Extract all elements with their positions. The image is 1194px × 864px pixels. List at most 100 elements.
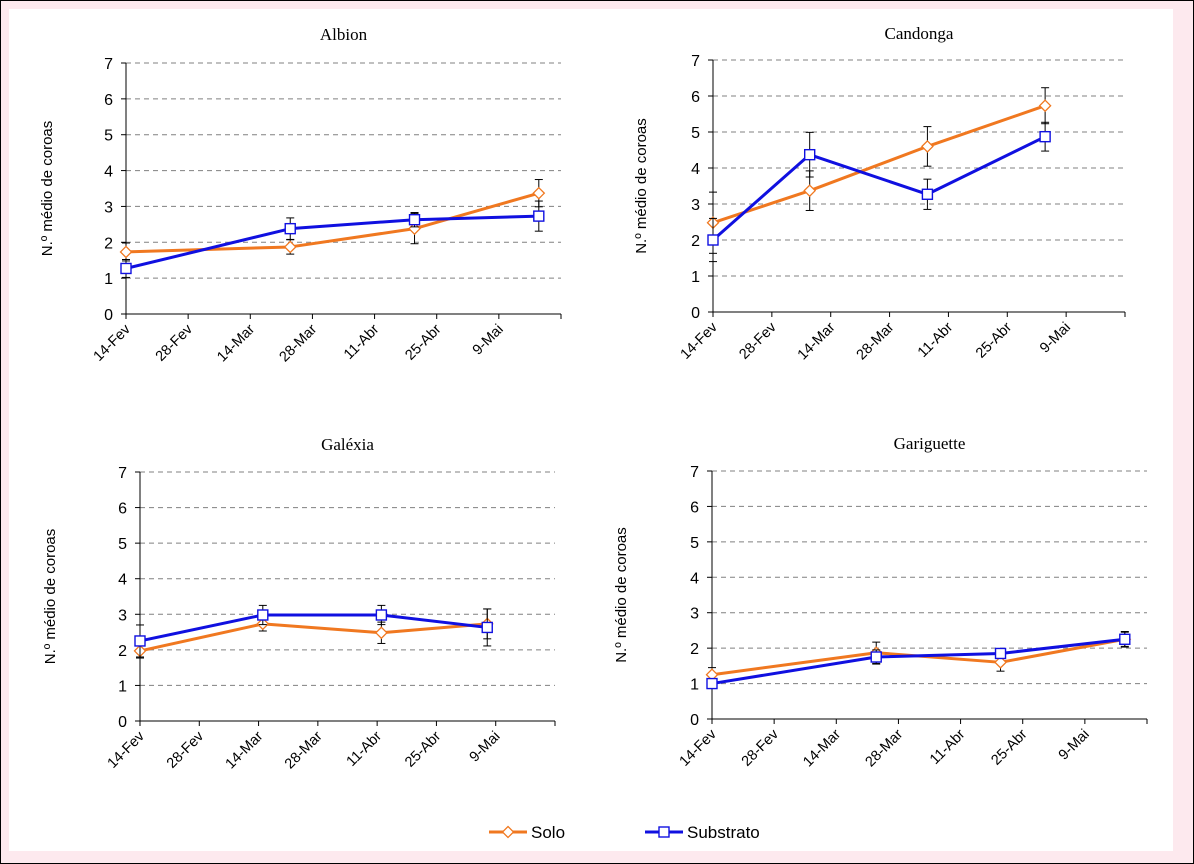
y-tick-label: 0	[104, 307, 113, 324]
series-solo	[706, 87, 1052, 254]
y-axis-label: N.º médio de coroas	[42, 529, 59, 665]
x-tick-label: 25-Abr	[402, 728, 444, 770]
series-line	[712, 135, 1046, 242]
series-substrato	[707, 121, 1051, 263]
y-tick-label: 6	[118, 501, 127, 518]
y-tick-label: 4	[104, 164, 113, 181]
y-tick-label: 3	[104, 199, 113, 216]
figure-panel: Albion 0 1 2 3 4 5 6 7 14-Fev 28-Fev 14-Mar 28-Mar 11…	[9, 9, 1173, 851]
diamond-marker	[1038, 99, 1052, 113]
y-tick-label: 2	[690, 641, 699, 658]
x-tick-label: 28-Mar	[862, 726, 906, 770]
y-tick-label: 6	[104, 92, 113, 109]
y-tick-label: 6	[691, 89, 700, 106]
series-line	[139, 622, 488, 653]
series-line	[125, 191, 540, 254]
square-marker	[134, 635, 146, 647]
x-tick-label: 11-Abr	[915, 319, 956, 360]
square-marker	[284, 222, 296, 235]
x-tick-label: 9-Mai	[1056, 727, 1093, 764]
legend-item-solo: Solo	[489, 823, 565, 842]
y-axis-label: N.º médio de coroas	[613, 527, 630, 663]
y-tick-label: 2	[104, 235, 113, 252]
chart-title: Albion	[320, 25, 368, 44]
y-tick-label: 2	[691, 233, 700, 250]
chart-3: Galéxia 0 1 2 3 4 5 6 7 14-Fev 28-Fev 14-Mar 28-Mar 1…	[42, 435, 556, 772]
diamond-marker	[803, 184, 817, 198]
square-marker	[870, 651, 882, 663]
series-substrato	[134, 604, 493, 658]
y-tick-label: 1	[118, 678, 127, 695]
y-tick-label: 1	[690, 677, 699, 694]
series-line	[711, 637, 1126, 677]
x-tick-label: 11-Abr	[341, 321, 382, 362]
y-tick-label: 7	[690, 464, 699, 481]
x-tick-label: 9-Mai	[470, 322, 507, 359]
diamond-marker	[374, 626, 388, 640]
y-tick-label: 4	[118, 572, 127, 589]
x-tick-label: 9-Mai	[467, 729, 504, 766]
y-tick-label: 5	[104, 128, 113, 145]
y-tick-label: 7	[104, 56, 113, 73]
x-tick-label: 28-Mar	[854, 319, 898, 363]
square-marker	[533, 210, 545, 222]
x-tick-label: 25-Abr	[402, 321, 444, 363]
x-tick-label: 28-Fev	[736, 319, 780, 363]
square-marker	[803, 148, 816, 161]
square-marker	[921, 188, 934, 200]
series-line	[139, 613, 488, 643]
y-tick-label: 7	[118, 465, 127, 482]
series-line	[712, 104, 1046, 225]
chart-2: Candonga 0 1 2 3 4 5 6 7 14-Fev 28-Fev 14-Mar 28-Mar…	[633, 24, 1126, 363]
series-solo	[119, 179, 546, 262]
x-tick-label: 14-Mar	[800, 726, 844, 770]
chart-title: Candonga	[885, 24, 954, 43]
legend-label: Substrato	[687, 823, 760, 842]
y-tick-label: 5	[691, 125, 700, 142]
x-tick-label: 14-Fev	[91, 321, 135, 365]
x-tick-label: 28-Mar	[276, 321, 320, 365]
series-substrato	[706, 630, 1131, 690]
x-tick-label: 14-Fev	[677, 726, 721, 770]
x-tick-label: 25-Abr	[988, 726, 1030, 768]
chart-title: Galéxia	[321, 435, 374, 454]
x-tick-label: 9-Mai	[1037, 320, 1074, 357]
y-tick-label: 5	[690, 535, 699, 552]
square-marker	[1119, 633, 1131, 645]
square-marker	[707, 234, 719, 246]
square-marker	[481, 621, 493, 634]
diamond-marker	[532, 186, 546, 200]
x-tick-label: 14-Mar	[223, 728, 267, 772]
series-line	[125, 214, 539, 270]
y-tick-label: 3	[118, 607, 127, 624]
x-tick-label: 28-Fev	[739, 726, 783, 770]
diamond-marker	[119, 245, 133, 259]
x-tick-label: 11-Abr	[927, 726, 968, 767]
diamond-marker	[283, 240, 297, 254]
diamond-marker	[920, 139, 934, 153]
square-marker	[706, 677, 718, 690]
y-tick-label: 6	[690, 499, 699, 516]
series-line	[711, 637, 1125, 686]
y-tick-label: 0	[118, 714, 127, 731]
legend-item-substrato: Substrato	[645, 823, 760, 842]
x-tick-label: 14-Mar	[214, 321, 258, 365]
legend-diamond-icon	[501, 825, 515, 839]
x-tick-label: 25-Abr	[973, 319, 1015, 361]
square-marker	[257, 609, 269, 621]
x-tick-label: 14-Fev	[678, 319, 722, 363]
x-tick-label: 28-Mar	[282, 728, 326, 772]
chart-4: Gariguette 0 1 2 3 4 5 6 7 14-Fev 28-Fev 14-Mar 28-M…	[613, 434, 1148, 770]
chart-title: Gariguette	[894, 434, 966, 453]
y-tick-label: 3	[690, 606, 699, 623]
legend-square-icon	[658, 826, 670, 838]
y-tick-label: 4	[690, 570, 699, 587]
chart-1: Albion 0 1 2 3 4 5 6 7 14-Fev 28-Fev 14-Mar 28-Mar 11…	[39, 25, 562, 365]
legend-label: Solo	[531, 823, 565, 842]
y-tick-label: 3	[691, 197, 700, 214]
square-marker	[408, 213, 421, 226]
y-axis-label: N.º médio de coroas	[39, 121, 56, 257]
y-tick-label: 7	[691, 53, 700, 70]
y-tick-label: 1	[691, 269, 700, 286]
